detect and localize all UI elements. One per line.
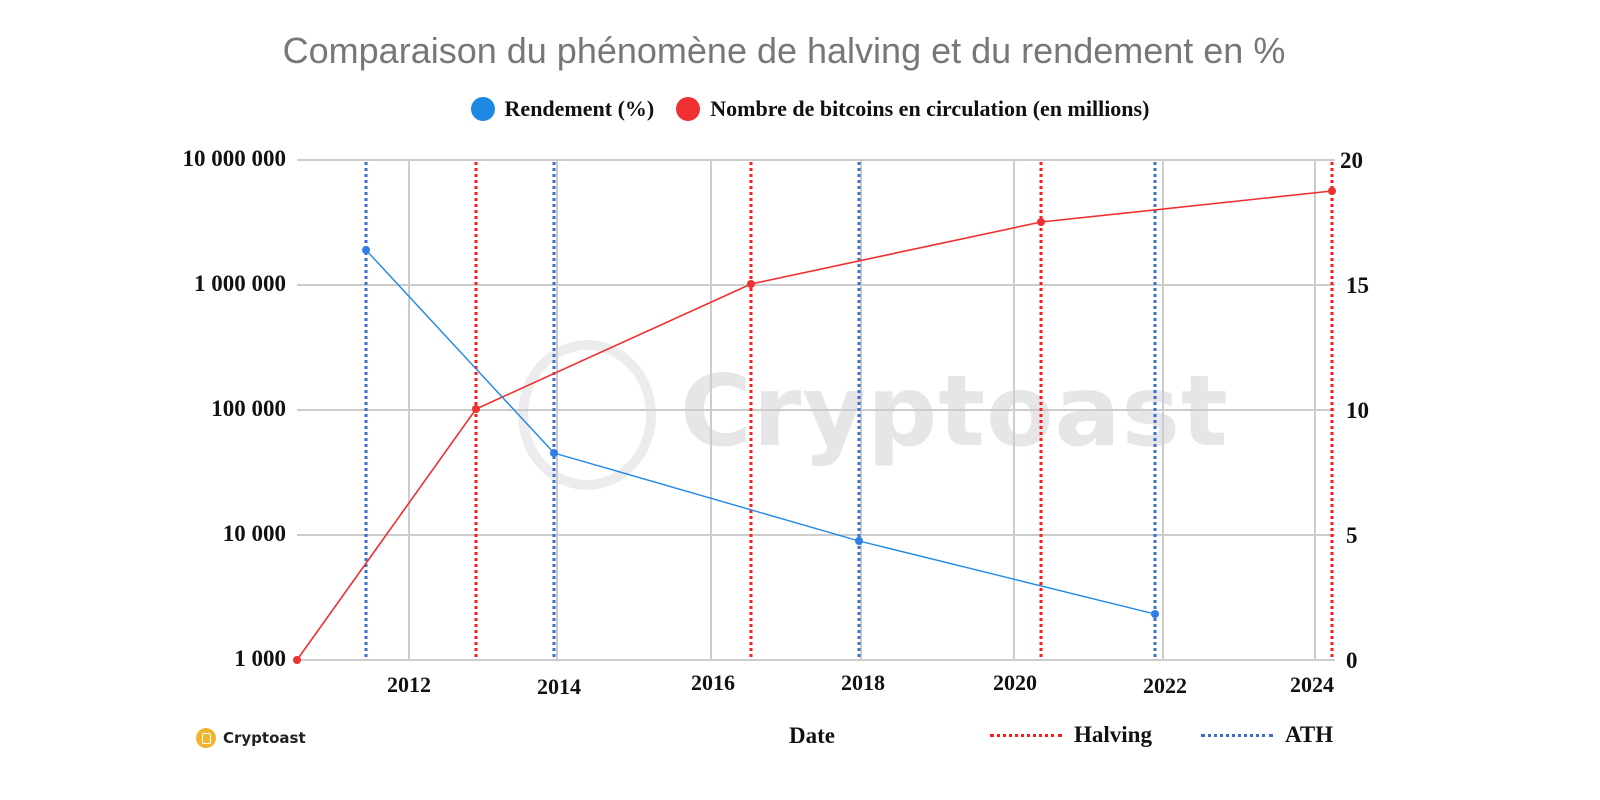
- y-left-tick: 1 000 000: [194, 271, 286, 296]
- y-left-tick: 10 000: [222, 521, 286, 546]
- x-axis-title: Date: [789, 723, 835, 748]
- legend-item-rendement[interactable]: Rendement (%): [470, 96, 655, 122]
- legend-item-bitcoins[interactable]: Nombre de bitcoins en circulation (en mi…: [676, 96, 1149, 122]
- x-tick: 2020: [993, 670, 1037, 695]
- series-bitcoins-line: [296, 190, 1333, 661]
- x-tick: 2014: [537, 674, 581, 699]
- series-rendement-points: [362, 246, 1159, 618]
- y-right-tick: 5: [1346, 523, 1358, 548]
- legend-label-bitcoins: Nombre de bitcoins en circulation (en mi…: [710, 96, 1150, 121]
- halving-line-icon: [990, 733, 1062, 737]
- y-left-tick: 100 000: [211, 396, 286, 421]
- legend-label-rendement: Rendement (%): [504, 96, 655, 121]
- legend-top: Rendement (%) Nombre de bitcoins en circ…: [0, 96, 1600, 122]
- series-bitcoins-points: [293, 187, 1336, 664]
- series-rendement-line: [365, 249, 1156, 615]
- legend-dot-red-icon: [676, 97, 701, 121]
- x-tick: 2022: [1143, 673, 1187, 698]
- y-left-tick: 10 000 000: [182, 146, 287, 171]
- x-tick: 2012: [387, 672, 431, 697]
- y-right-tick: 20: [1340, 148, 1363, 173]
- horizontal-gridlines: [297, 159, 1335, 661]
- y-left-tick: 1 000: [234, 646, 286, 671]
- legend-label-halving: Halving: [1074, 722, 1152, 747]
- x-tick: 2024: [1290, 672, 1334, 697]
- chart-title: Comparaison du phénomène de halving et d…: [282, 30, 1286, 71]
- x-tick: 2018: [841, 670, 885, 695]
- watermark-text: Cryptoast: [680, 355, 1229, 469]
- watermark-logo-icon: [518, 340, 656, 490]
- brand: Cryptoast: [196, 728, 306, 748]
- legend-label-ath: ATH: [1285, 722, 1334, 747]
- legend-item-ath[interactable]: ATH: [1201, 722, 1333, 748]
- x-tick: 2016: [691, 670, 735, 695]
- y-right-tick: 0: [1346, 648, 1358, 673]
- ath-line-icon: [1201, 733, 1273, 737]
- brand-name: Cryptoast: [223, 729, 306, 747]
- ath-lines: [364, 162, 1157, 660]
- cryptoast-logo-icon: [196, 728, 216, 748]
- y-right-tick: 10: [1346, 398, 1369, 423]
- vertical-gridlines: [408, 160, 1316, 660]
- y-right-tick: 15: [1346, 273, 1369, 298]
- legend-dot-blue-icon: [470, 97, 495, 121]
- legend-item-halving[interactable]: Halving: [990, 722, 1152, 748]
